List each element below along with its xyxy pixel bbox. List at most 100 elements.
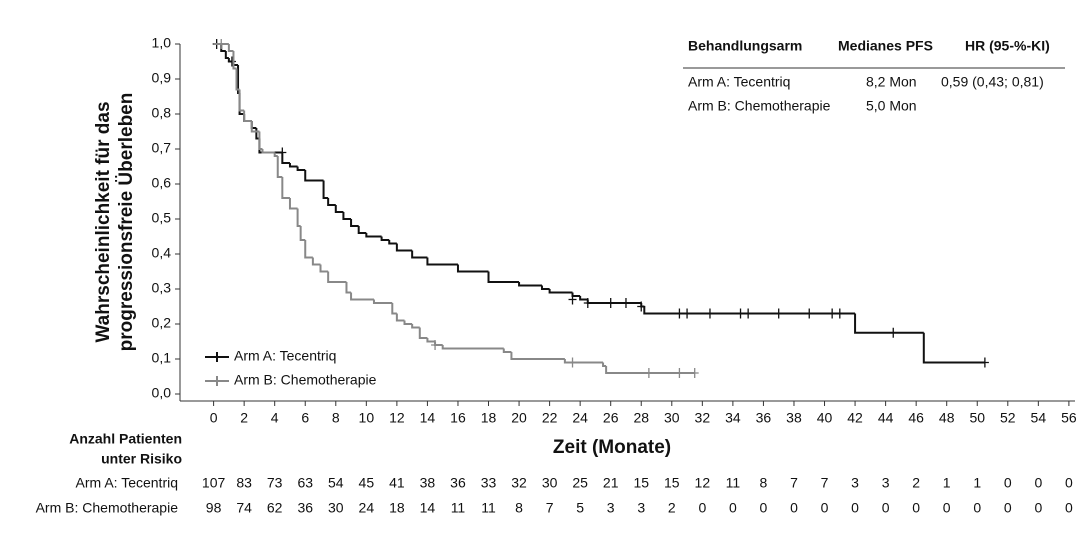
survival-step	[441, 345, 504, 350]
risk-count: 3	[607, 500, 615, 516]
legend-swatch	[205, 352, 229, 362]
x-tick-label: 20	[511, 410, 527, 426]
survival-step	[350, 292, 374, 301]
survival-step	[380, 236, 390, 241]
survival-step	[281, 177, 290, 199]
survival-step	[518, 282, 542, 287]
survival-step	[276, 156, 283, 178]
risk-count: 0	[729, 500, 737, 516]
risk-count: 54	[328, 475, 344, 491]
censor-mark	[889, 327, 898, 338]
risk-count: 36	[297, 500, 313, 516]
x-tick-label: 18	[481, 410, 497, 426]
table-cell: 0,59 (0,43; 0,81)	[941, 74, 1044, 90]
table-cell: 5,0 Mon	[866, 98, 917, 114]
risk-count: 11	[481, 500, 496, 516]
risk-count: 25	[572, 475, 588, 491]
censor-mark	[705, 308, 714, 319]
risk-count: 0	[821, 500, 829, 516]
risk-count: 0	[1004, 475, 1012, 491]
survival-step	[258, 131, 263, 150]
x-tick-label: 2	[240, 410, 248, 426]
survival-step	[345, 282, 352, 294]
x-tick-label: 14	[420, 410, 436, 426]
risk-count: 18	[389, 500, 405, 516]
censor-mark	[227, 56, 236, 67]
x-tick-label: 36	[756, 410, 772, 426]
censor-mark	[690, 368, 699, 378]
survival-step	[235, 68, 240, 91]
survival-step	[327, 198, 336, 206]
survival-step	[334, 205, 344, 213]
risk-count: 2	[668, 500, 676, 516]
risk-count: 63	[297, 475, 313, 491]
survival-step	[426, 257, 458, 266]
survival-step	[322, 180, 329, 199]
x-tick-label: 6	[301, 410, 309, 426]
risk-count: 36	[450, 475, 466, 491]
survival-step	[456, 264, 489, 273]
x-axis-title: Zeit (Monate)	[553, 437, 671, 458]
risk-count: 5	[576, 500, 584, 516]
x-tick-label: 16	[450, 410, 466, 426]
risk-count: 62	[267, 500, 283, 516]
survival-step	[365, 233, 382, 238]
survival-step	[563, 359, 604, 364]
x-tick-label: 34	[725, 410, 741, 426]
y-axis-title: Wahrscheinlichkeit für das	[93, 101, 114, 342]
x-tick-label: 12	[389, 410, 405, 426]
risk-count: 3	[851, 475, 859, 491]
risk-count: 0	[973, 500, 981, 516]
survival-step	[391, 303, 397, 315]
y-tick-label: 0,1	[152, 350, 172, 366]
y-tick-label: 0,7	[152, 140, 172, 156]
risk-count: 73	[267, 475, 283, 491]
risk-count: 0	[1034, 475, 1042, 491]
legend-label: Arm A: Tecentriq	[234, 348, 336, 364]
survival-step	[510, 352, 565, 360]
survival-step	[304, 170, 324, 182]
x-tick-label: 10	[359, 410, 375, 426]
y-tick-label: 0,8	[152, 105, 172, 121]
y-axis-title: progressionsfreie Überleben	[116, 93, 137, 352]
risk-count: 11	[451, 500, 466, 516]
survival-step	[411, 250, 428, 259]
risk-count: 0	[882, 500, 890, 516]
survival-step	[243, 110, 252, 122]
survival-step	[288, 198, 298, 210]
censor-mark	[606, 298, 615, 308]
risk-count: 38	[420, 475, 436, 491]
censor-mark	[637, 301, 646, 312]
x-tick-label: 4	[271, 410, 279, 426]
risk-count: 14	[420, 500, 436, 516]
x-tick-label: 32	[695, 410, 711, 426]
censor-mark	[431, 340, 440, 350]
survival-step	[602, 362, 607, 367]
survival-step	[327, 271, 347, 283]
legend-swatch	[205, 376, 229, 386]
survival-step	[395, 243, 413, 252]
survival-step	[296, 166, 306, 171]
risk-count: 2	[912, 475, 920, 491]
risk-count: 0	[698, 500, 706, 516]
risk-count: 21	[603, 475, 619, 491]
survival-step	[540, 285, 550, 290]
risk-count: 8	[515, 500, 523, 516]
survival-step	[571, 292, 581, 297]
legend-label: Arm B: Chemotherapie	[234, 372, 377, 388]
risk-count: 0	[1065, 500, 1073, 516]
x-tick-label: 44	[878, 410, 894, 426]
x-tick-label: 54	[1031, 410, 1047, 426]
censor-mark	[980, 357, 989, 368]
censor-mark	[805, 308, 814, 319]
survival-step	[411, 324, 420, 329]
risk-count: 0	[760, 500, 768, 516]
censor-mark	[621, 298, 630, 308]
x-tick-label: 48	[939, 410, 955, 426]
survival-step	[281, 152, 290, 164]
risk-count: 3	[637, 500, 645, 516]
risk-count: 30	[328, 500, 344, 516]
table-cell: 8,2 Mon	[866, 74, 917, 90]
survival-step	[403, 320, 413, 325]
